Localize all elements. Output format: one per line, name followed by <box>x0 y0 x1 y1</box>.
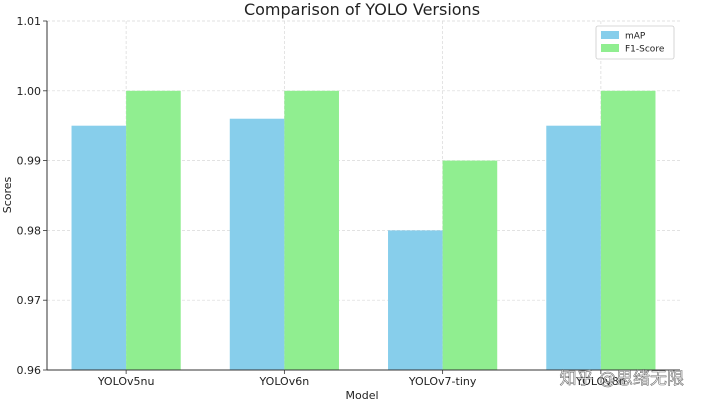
bar-f1-score-2 <box>442 160 498 370</box>
legend-label-0: mAP <box>625 32 646 42</box>
y-axis-label: Scores <box>1 176 14 213</box>
y-tick-label: 1.01 <box>17 15 42 28</box>
y-tick-label: 0.97 <box>17 294 42 307</box>
chart-title: Comparison of YOLO Versions <box>244 0 480 19</box>
bar-map-1 <box>229 118 285 370</box>
watermark: 知乎 @思绪无限 <box>560 369 684 389</box>
legend-swatch-1 <box>601 44 619 52</box>
x-tick-label: YOLOv6n <box>259 375 310 388</box>
bars <box>71 90 656 371</box>
legend: mAP F1-Score <box>595 25 675 60</box>
axes <box>43 20 680 374</box>
y-tick-label: 1.00 <box>17 85 42 98</box>
bar-f1-score-0 <box>126 90 181 371</box>
legend-swatch-0 <box>601 31 619 39</box>
y-tick-label: 0.99 <box>17 155 42 168</box>
y-tick-label: 0.96 <box>17 364 42 377</box>
legend-label-1: F1-Score <box>625 45 665 55</box>
x-tick-label: YOLOv8n <box>575 375 626 388</box>
bar-map-3 <box>546 125 601 370</box>
bar-map-0 <box>71 125 127 370</box>
x-tick-label: YOLOv7-tiny <box>408 375 477 388</box>
bar-f1-score-3 <box>600 90 656 371</box>
bar-map-2 <box>388 230 443 370</box>
x-tick-label: YOLOv5nu <box>97 375 155 388</box>
x-tick-labels: YOLOv5nu YOLOv6n YOLOv7-tiny YOLOv8n <box>97 375 626 388</box>
y-tick-labels: 0.96 0.97 0.98 0.99 1.00 1.01 <box>17 15 42 377</box>
bar-f1-score-1 <box>284 90 339 371</box>
x-axis-label: Model <box>345 389 378 402</box>
y-tick-label: 0.98 <box>17 224 42 237</box>
